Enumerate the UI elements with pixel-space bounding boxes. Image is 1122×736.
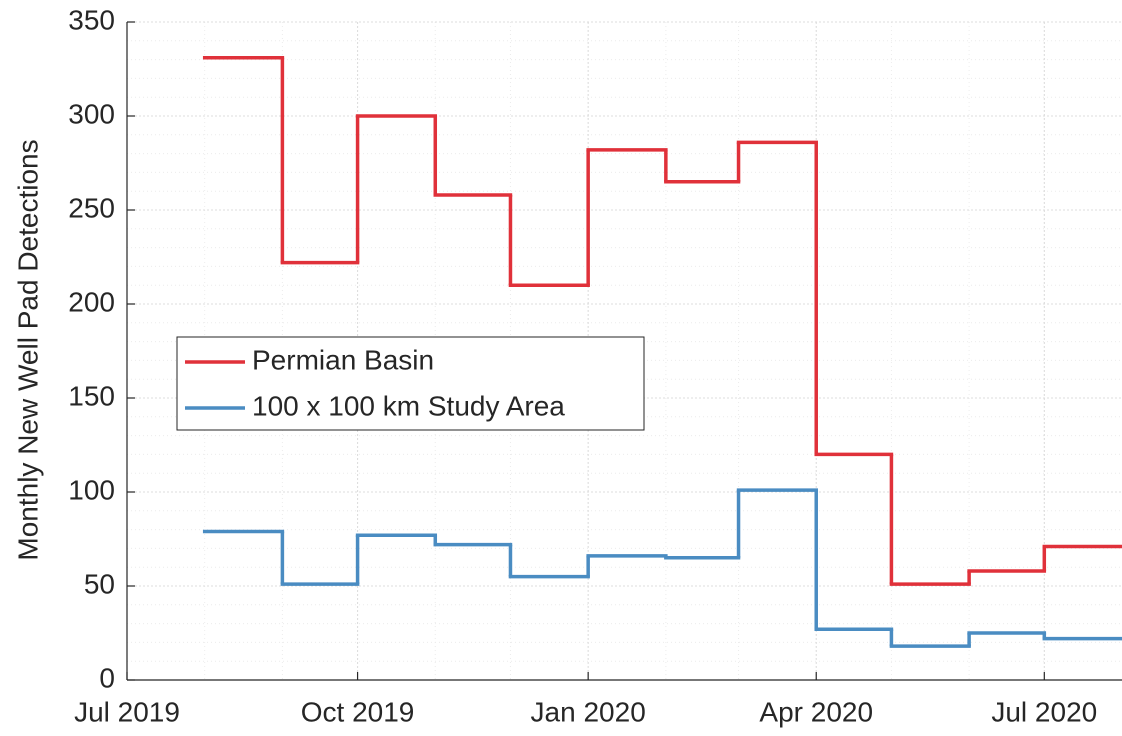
x-tick-label: Oct 2019 [301,696,415,727]
legend-label: Permian Basin [252,344,434,375]
x-tick-label: Jul 2020 [991,696,1097,727]
y-tick-label: 350 [68,4,115,35]
y-tick-label: 100 [68,474,115,505]
legend-box [176,336,645,431]
y-tick-label: 150 [68,380,115,411]
y-axis-label: Monthly New Well Pad Detections [12,139,43,560]
x-tick-label: Apr 2020 [759,696,873,727]
series [202,55,1122,586]
series [202,488,1122,648]
y-tick-label: 0 [99,662,115,693]
x-tick-label: Jan 2020 [531,696,646,727]
legend: Permian Basin 100 x 100 km Study Area [176,336,645,431]
legend-label: 100 x 100 km Study Area [252,390,565,421]
y-tick-label: 300 [68,98,115,129]
y-tick-label: 50 [84,568,115,599]
y-tick-label: 200 [68,286,115,317]
y-tick-label: 250 [68,192,115,223]
x-tick-label: Jul 2019 [74,696,180,727]
